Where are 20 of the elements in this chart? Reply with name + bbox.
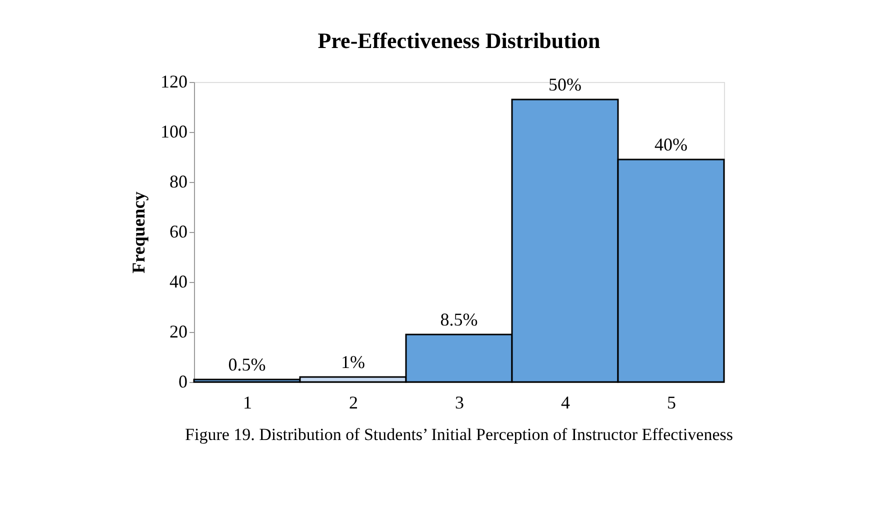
- annotation: 8.5%: [440, 310, 478, 330]
- y-tick-label: 40: [170, 272, 188, 292]
- x-tick-label: 1: [243, 392, 252, 412]
- y-tick-label: 120: [160, 72, 188, 92]
- y-tick-label: 0: [178, 372, 188, 392]
- y-tick-label: 80: [170, 172, 188, 192]
- caption: Figure 19. Distribution of Students’ Initial Perception of Instructor Effectiveness: [185, 425, 733, 444]
- y-tick-label: 100: [160, 122, 188, 142]
- chart-title: Pre-Effectiveness Distribution: [318, 28, 600, 53]
- annotation: 1%: [341, 352, 365, 372]
- y-tick-label: 20: [170, 322, 188, 342]
- y-tick-label: 60: [170, 222, 188, 242]
- annotation: 50%: [548, 74, 582, 94]
- x-tick-label: 5: [667, 392, 676, 412]
- annotation: 0.5%: [228, 354, 266, 374]
- y-axis-title: Frequency: [128, 192, 148, 274]
- x-tick-label: 3: [455, 392, 464, 412]
- annotation: 40%: [654, 134, 688, 154]
- x-tick-label: 2: [349, 392, 358, 412]
- x-tick-label: 4: [561, 392, 570, 412]
